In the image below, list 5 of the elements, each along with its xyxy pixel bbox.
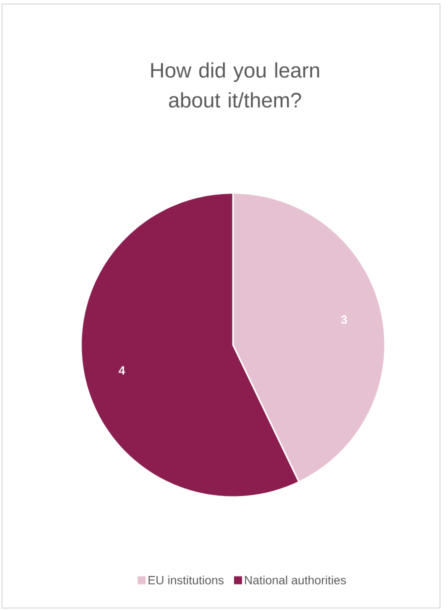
legend-label: National authorities xyxy=(245,576,346,584)
data-label: 3 xyxy=(341,315,348,324)
data-label: 4 xyxy=(118,366,126,374)
chart-title: How did you learn about it/them? xyxy=(151,62,320,108)
legend-label: EU institutions xyxy=(148,576,224,584)
